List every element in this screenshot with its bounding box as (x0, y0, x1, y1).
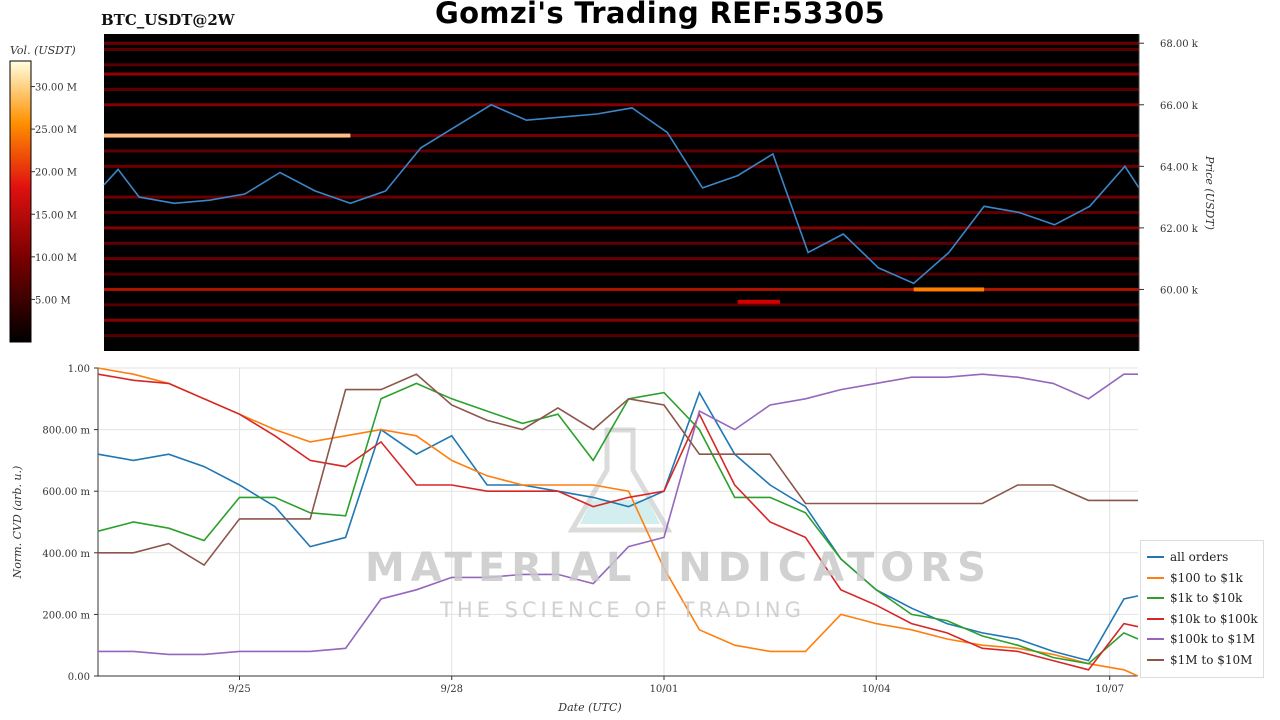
legend-label: $1M to $10M (1170, 652, 1253, 667)
liquidity-band (104, 41, 1139, 45)
legend-item: all orders (1147, 549, 1228, 565)
watermark-flask-icon (567, 427, 673, 533)
cvd-series-line (98, 373, 1138, 567)
legend-label: $100 to $1k (1170, 570, 1243, 585)
colorbar: 5.00 M 10.00 M 15.00 M 20.00 M 25.00 M 30.00 … (9, 60, 77, 343)
liquidity-band (104, 72, 1139, 76)
liquidity-hotspot (104, 133, 351, 138)
legend-item: $1M to $10M (1147, 652, 1252, 668)
cvd-plot-area (98, 368, 1138, 676)
liquidity-band (104, 241, 1139, 245)
liquidity-band (104, 303, 1139, 307)
legend-item: $10k to $100k (1147, 611, 1258, 627)
legend-label: $1k to $10k (1170, 591, 1243, 605)
legend-swatch (1147, 617, 1164, 620)
liquidity-band (104, 149, 1139, 153)
liquidity-band (104, 226, 1139, 230)
cvd-x-tick-label: 10/01 (650, 684, 679, 695)
liquidity-band (104, 287, 1139, 291)
colorbar-tick-label: 15.00 M (35, 210, 77, 221)
chart-title: Gomzi's Trading REF:53305 (434, 0, 886, 30)
heatmap-background (104, 34, 1139, 351)
price-tick-label: 66.00 k (1160, 101, 1199, 112)
cvd-y-axis-label: Norm. CVD (arb. u.) (11, 466, 24, 580)
cvd-series-line (97, 390, 1139, 662)
legend-swatch (1147, 556, 1164, 558)
legend-item: $100 to $1k (1147, 570, 1243, 586)
cvd-y-tick-label: 200.00 m (42, 610, 90, 621)
legend-item: $100k to $1M (1147, 631, 1255, 647)
colorbar-tick-label: 10.00 M (35, 253, 77, 264)
liquidity-band (104, 318, 1139, 322)
liquidity-band (104, 87, 1139, 91)
cvd-series-line (97, 367, 1139, 677)
liquidity-band (104, 257, 1139, 261)
liquidity-band (104, 103, 1139, 107)
legend-swatch (1147, 658, 1164, 661)
price-tick-label: 60.00 k (1160, 285, 1199, 296)
legend-label: $100k to $1M (1170, 632, 1256, 646)
cvd-x-axis-label: Date (UTC) (557, 701, 621, 714)
liquidity-band (104, 211, 1139, 215)
colorbar-tick-label: 5.00 M (35, 295, 71, 306)
colorbar-gradient (9, 60, 32, 343)
liquidity-hotspot (737, 299, 780, 304)
price-line (103, 103, 1140, 285)
colorbar-tick-label: 20.00 M (35, 168, 77, 179)
cvd-x-tick-label: 10/04 (862, 684, 891, 695)
colorbar-tick-label: 30.00 M (35, 83, 77, 94)
liquidity-band (104, 134, 1139, 138)
liquidity-band (104, 334, 1139, 338)
cvd-series-line (98, 373, 1138, 656)
price-tick-label: 64.00 k (1160, 162, 1199, 173)
colorbar-tick-label: 25.00 M (35, 125, 77, 136)
flask-outline (567, 427, 673, 533)
liquidity-band (104, 63, 1139, 67)
liquidity-heatmap: 60.00 k 62.00 k 64.00 k 66.00 k 68.00 k Price… (103, 34, 1216, 351)
flask-liquid (580, 500, 660, 524)
pair-label: BTC_USDT@2W (101, 11, 235, 29)
liquidity-band (104, 195, 1139, 199)
cvd-x-tick-label: 9/28 (441, 684, 463, 695)
price-tick-label: 62.00 k (1160, 224, 1199, 235)
liquidity-band (104, 272, 1139, 276)
cvd-y-tick-label: 400.00 m (42, 549, 90, 560)
legend-swatch (1147, 638, 1164, 640)
cvd-y-tick-label: 0.00 (68, 672, 90, 683)
cvd-line-chart: 0.00 200.00 m 400.00 m 600.00 m 800.00 m 1.00… (11, 364, 1139, 714)
price-axis-label: Price (USDT) (1203, 155, 1216, 230)
cvd-series-line (97, 373, 1139, 671)
cvd-x-tick-label: 10/07 (1095, 684, 1124, 695)
legend-label: all orders (1170, 550, 1229, 564)
legend-item: $1k to $10k (1147, 590, 1242, 606)
legend-swatch (1147, 576, 1164, 579)
legend: all orders $100 to $1k $1k to $10k $10k to … (1140, 540, 1264, 678)
liquidity-hotspot (913, 287, 985, 292)
price-tick-label: 68.00 k (1160, 39, 1199, 50)
cvd-y-tick-label: 1.00 (68, 364, 90, 375)
liquidity-band (104, 164, 1139, 168)
cvd-y-tick-label: 800.00 m (42, 426, 90, 437)
cvd-x-tick-label: 9/25 (228, 684, 250, 695)
legend-swatch (1147, 597, 1164, 599)
liquidity-band (104, 47, 1139, 51)
legend-label: $10k to $100k (1170, 611, 1258, 626)
cvd-y-tick-label: 600.00 m (42, 487, 90, 498)
colorbar-label: Vol. (USDT) (10, 44, 76, 57)
